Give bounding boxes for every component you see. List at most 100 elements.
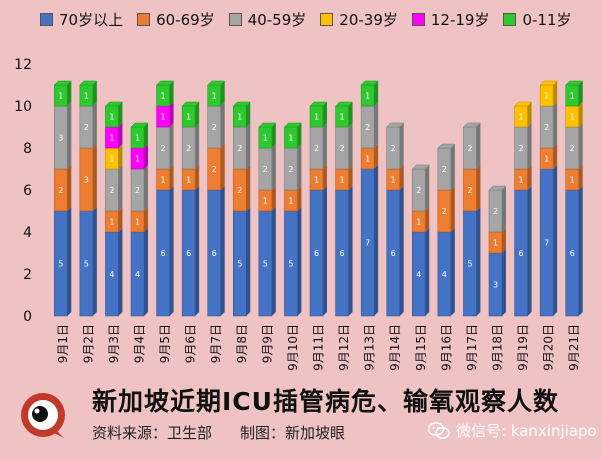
data-label: 1 bbox=[212, 92, 217, 101]
bar-top-cap bbox=[181, 101, 200, 107]
bar-segment-side bbox=[118, 102, 123, 127]
data-label: 1 bbox=[365, 155, 370, 164]
bar-top-cap bbox=[53, 80, 72, 86]
y-tick-label: 2 bbox=[23, 267, 32, 283]
x-tick-label: 9月3日 bbox=[107, 324, 121, 363]
bar-segment-side bbox=[169, 123, 174, 169]
bar-segment-side bbox=[144, 228, 148, 316]
x-tick-label: 9月10日 bbox=[286, 324, 300, 371]
data-label: 5 bbox=[288, 260, 293, 269]
data-label: 2 bbox=[365, 123, 370, 132]
legend-label: 0-11岁 bbox=[522, 10, 572, 29]
bar-top-cap bbox=[104, 101, 124, 107]
bar-segment-side bbox=[323, 102, 327, 127]
bar-segment-side bbox=[195, 186, 200, 316]
bar-top-cap bbox=[462, 122, 482, 128]
data-label: 1 bbox=[186, 113, 191, 122]
data-label: 1 bbox=[135, 134, 140, 143]
wechat-icon bbox=[428, 421, 450, 439]
bar-segment-side bbox=[246, 123, 251, 169]
data-label: 1 bbox=[186, 176, 191, 185]
data-label: 1 bbox=[288, 134, 293, 143]
bar-top-cap bbox=[513, 101, 533, 107]
data-label: 1 bbox=[263, 197, 268, 206]
data-label: 2 bbox=[237, 186, 242, 195]
bar-segment-side bbox=[67, 207, 72, 316]
data-label: 6 bbox=[212, 249, 217, 258]
x-tick-label: 9月13日 bbox=[363, 324, 377, 371]
chart-title: 新加坡近期ICU插管病危、输氧观察人数 bbox=[92, 387, 559, 416]
bar-segment-side bbox=[476, 165, 481, 211]
bar-segment-side bbox=[553, 144, 558, 169]
data-label: 1 bbox=[365, 92, 370, 101]
bar-segment-side bbox=[220, 81, 225, 106]
legend-label: 12-19岁 bbox=[430, 10, 490, 29]
x-tick-label: 9月12日 bbox=[337, 324, 351, 371]
data-label: 1 bbox=[84, 92, 89, 101]
data-label: 4 bbox=[416, 270, 421, 279]
x-tick-label: 9月15日 bbox=[414, 324, 428, 371]
bar-segment-side bbox=[118, 165, 123, 211]
data-label: 2 bbox=[161, 144, 166, 153]
bar-top-cap bbox=[232, 101, 251, 107]
bar-segment-side bbox=[118, 207, 123, 232]
legend-item: 0-11岁 bbox=[503, 9, 572, 30]
brand-logo bbox=[21, 393, 65, 438]
chart-legend: 70岁以上 60-69岁 40-59岁 20-39岁 12-19岁 0-11岁 bbox=[8, 6, 601, 32]
data-label: 2 bbox=[288, 165, 293, 174]
bar-segment-side bbox=[195, 102, 200, 127]
bar-top-cap bbox=[155, 80, 175, 86]
legend-swatch bbox=[411, 12, 425, 26]
bar-top-cap bbox=[334, 101, 354, 107]
legend-swatch bbox=[503, 12, 517, 26]
y-tick-label: 8 bbox=[23, 141, 32, 157]
bar-segment-side bbox=[144, 123, 148, 148]
bar-segment-side bbox=[271, 144, 276, 190]
data-label: 2 bbox=[263, 165, 268, 174]
bar-segment-side bbox=[527, 186, 532, 316]
bar-segment-side bbox=[144, 165, 148, 211]
data-label: 2 bbox=[84, 123, 89, 132]
x-tick-label: 9月21日 bbox=[567, 324, 581, 371]
data-label: 1 bbox=[109, 134, 114, 143]
data-label: 3 bbox=[84, 176, 89, 185]
bar-segment-side bbox=[67, 102, 72, 169]
bar-segment-side bbox=[144, 144, 148, 169]
data-label: 2 bbox=[467, 186, 472, 195]
data-label: 6 bbox=[391, 249, 396, 258]
data-label: 2 bbox=[416, 186, 421, 195]
data-label: 2 bbox=[570, 144, 575, 153]
data-label: 2 bbox=[186, 144, 191, 153]
data-label: 1 bbox=[416, 218, 421, 227]
legend-item: 20-39岁 bbox=[320, 9, 398, 30]
bar-segment-side bbox=[374, 102, 379, 148]
bar-segment-side bbox=[297, 123, 302, 148]
data-label: 4 bbox=[442, 270, 447, 279]
data-label: 2 bbox=[340, 144, 345, 153]
bar-segment-side bbox=[92, 144, 97, 211]
legend-swatch bbox=[137, 12, 151, 26]
y-tick-label: 0 bbox=[23, 309, 32, 325]
bar-segment-side bbox=[553, 102, 558, 148]
data-label: 3 bbox=[58, 134, 63, 143]
bar-segment-side bbox=[169, 165, 174, 190]
x-tick-label: 9月11日 bbox=[312, 324, 326, 371]
data-source-note: 资料来源：卫生部 bbox=[92, 424, 213, 442]
data-label: 1 bbox=[340, 113, 345, 122]
wechat-watermark: 微信号: kanxinjiapo bbox=[428, 420, 597, 441]
data-label: 1 bbox=[570, 176, 575, 185]
bar-segment-side bbox=[271, 186, 276, 211]
bar-segment-side bbox=[553, 165, 558, 316]
legend-swatch bbox=[228, 12, 242, 26]
y-tick-label: 4 bbox=[23, 225, 32, 241]
data-label: 1 bbox=[135, 218, 140, 227]
bar-top-cap bbox=[283, 122, 303, 128]
x-tick-label: 9月2日 bbox=[81, 324, 95, 363]
bar-segment-side bbox=[246, 165, 251, 211]
bar-segment-side bbox=[271, 123, 276, 148]
x-tick-label: 9月4日 bbox=[133, 324, 147, 363]
bar-segment-side bbox=[144, 207, 148, 232]
bar-segment-side bbox=[169, 81, 174, 106]
data-label: 1 bbox=[340, 176, 345, 185]
stacked-bar-chart: 02468101252319月1日53219月2日4121119月3日41211… bbox=[14, 57, 584, 371]
